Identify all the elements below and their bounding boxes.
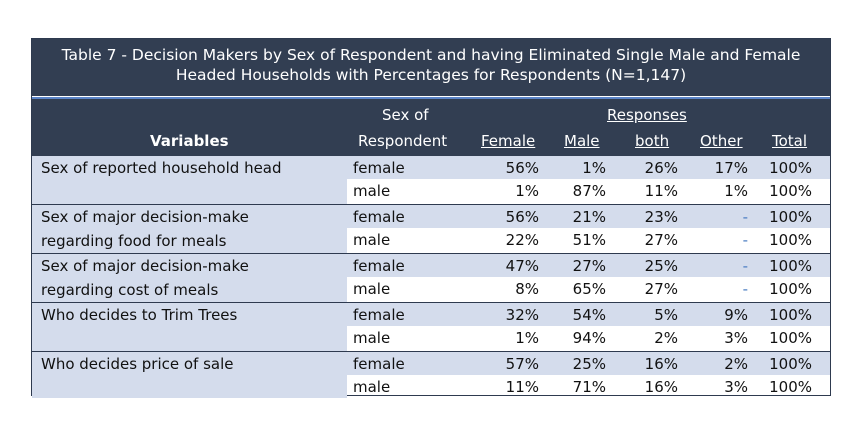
header-col-both: both bbox=[635, 132, 670, 150]
sex-of-respondent: female bbox=[353, 257, 405, 275]
value-female: 57% bbox=[505, 355, 539, 373]
value-total: 100% bbox=[769, 378, 812, 396]
value-other: - bbox=[742, 280, 748, 298]
data-table: Table 7 - Decision Makers by Sex of Resp… bbox=[31, 38, 831, 398]
value-both: 16% bbox=[644, 378, 678, 396]
value-both: 5% bbox=[654, 306, 678, 324]
sex-of-respondent: female bbox=[353, 208, 405, 226]
variable-label: Sex of reported household head bbox=[41, 159, 282, 177]
value-other: 1% bbox=[724, 182, 748, 200]
table-group: Sex of reported household head female 56% 1… bbox=[32, 156, 830, 204]
value-male: 54% bbox=[572, 306, 606, 324]
header-col-other: Other bbox=[700, 132, 743, 150]
sex-of-respondent: male bbox=[353, 280, 391, 298]
header-variables: Variables bbox=[150, 132, 229, 150]
variable-cell-bg bbox=[32, 352, 347, 398]
value-total: 100% bbox=[769, 329, 812, 347]
value-female: 22% bbox=[505, 231, 539, 249]
value-both: 26% bbox=[644, 159, 678, 177]
variable-cell-bg bbox=[32, 303, 347, 351]
value-other: 2% bbox=[724, 355, 748, 373]
table-group: Sex of major decision-make regarding food… bbox=[32, 204, 830, 253]
value-male: 71% bbox=[572, 378, 606, 396]
value-both: 16% bbox=[644, 355, 678, 373]
value-both: 27% bbox=[644, 280, 678, 298]
value-total: 100% bbox=[769, 306, 812, 324]
header-col-total: Total bbox=[772, 132, 808, 150]
value-both: 23% bbox=[644, 208, 678, 226]
sex-of-respondent: female bbox=[353, 355, 405, 373]
value-total: 100% bbox=[769, 208, 812, 226]
sex-of-respondent: female bbox=[353, 159, 405, 177]
sex-of-respondent: male bbox=[353, 182, 391, 200]
value-male: 27% bbox=[572, 257, 606, 275]
variable-cell-bg bbox=[32, 205, 347, 253]
variable-label: Sex of major decision-make bbox=[41, 257, 249, 275]
header-respondent: Respondent bbox=[358, 132, 448, 150]
title-divider bbox=[32, 97, 830, 99]
value-male: 21% bbox=[572, 208, 606, 226]
variable-label: regarding cost of meals bbox=[41, 281, 219, 299]
sex-of-respondent: male bbox=[353, 231, 391, 249]
value-female: 8% bbox=[515, 280, 539, 298]
table-group: Who decides to Trim Trees female 32% 54% 5% 9… bbox=[32, 302, 830, 351]
value-total: 100% bbox=[769, 231, 812, 249]
value-female: 1% bbox=[515, 182, 539, 200]
value-male: 51% bbox=[572, 231, 606, 249]
value-male: 65% bbox=[572, 280, 606, 298]
variable-cell-bg bbox=[32, 254, 347, 302]
value-total: 100% bbox=[769, 159, 812, 177]
table-header: Variables Sex of Respondent Responses Fe… bbox=[32, 99, 830, 156]
header-col-female: Female bbox=[481, 132, 536, 150]
value-male: 25% bbox=[572, 355, 606, 373]
table-body: Sex of reported household head female 56% 1… bbox=[32, 156, 830, 398]
value-both: 27% bbox=[644, 231, 678, 249]
header-col-male: Male bbox=[564, 132, 600, 150]
value-male: 94% bbox=[572, 329, 606, 347]
sex-of-respondent: female bbox=[353, 306, 405, 324]
value-both: 2% bbox=[654, 329, 678, 347]
value-other: - bbox=[742, 208, 748, 226]
value-male: 1% bbox=[582, 159, 606, 177]
value-other: - bbox=[742, 231, 748, 249]
header-sex-of: Sex of bbox=[382, 106, 429, 124]
value-both: 11% bbox=[644, 182, 678, 200]
table-group: Who decides price of sale female 57% 25% 16%… bbox=[32, 351, 830, 398]
value-other: 17% bbox=[714, 159, 748, 177]
value-other: 9% bbox=[724, 306, 748, 324]
header-responses: Responses bbox=[607, 106, 687, 124]
variable-cell-bg bbox=[32, 156, 347, 204]
value-female: 47% bbox=[505, 257, 539, 275]
sex-of-respondent: male bbox=[353, 378, 391, 396]
value-other: - bbox=[742, 257, 748, 275]
sex-of-respondent: male bbox=[353, 329, 391, 347]
value-total: 100% bbox=[769, 257, 812, 275]
value-female: 11% bbox=[505, 378, 539, 396]
value-total: 100% bbox=[769, 355, 812, 373]
variable-label: Sex of major decision-make bbox=[41, 208, 249, 226]
value-female: 1% bbox=[515, 329, 539, 347]
value-total: 100% bbox=[769, 280, 812, 298]
variable-label: regarding food for meals bbox=[41, 232, 227, 250]
variable-label: Who decides to Trim Trees bbox=[41, 306, 238, 324]
table-group: Sex of major decision-make regarding cost… bbox=[32, 253, 830, 302]
variable-label: Who decides price of sale bbox=[41, 355, 234, 373]
value-female: 56% bbox=[505, 159, 539, 177]
value-male: 87% bbox=[572, 182, 606, 200]
value-other: 3% bbox=[724, 329, 748, 347]
value-female: 56% bbox=[505, 208, 539, 226]
table-title: Table 7 - Decision Makers by Sex of Resp… bbox=[32, 39, 830, 96]
value-female: 32% bbox=[505, 306, 539, 324]
value-both: 25% bbox=[644, 257, 678, 275]
value-other: 3% bbox=[724, 378, 748, 396]
value-total: 100% bbox=[769, 182, 812, 200]
